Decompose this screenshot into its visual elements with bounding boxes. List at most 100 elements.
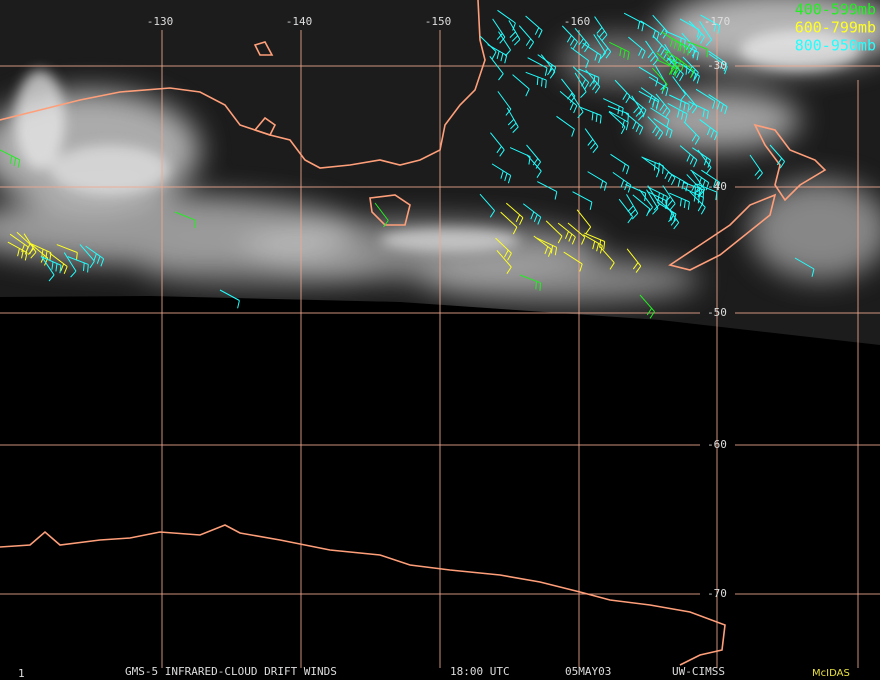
wind-barb (700, 14, 721, 34)
wind-barb (0, 149, 21, 168)
wind-barb (664, 51, 680, 76)
wind-barb (686, 41, 709, 58)
wind-barb (642, 157, 664, 174)
wind-barb (508, 20, 521, 46)
legend-entry: 400-599mb (795, 1, 876, 19)
wind-barb (526, 154, 542, 178)
wind-barb (489, 56, 504, 81)
wind-barb (505, 202, 524, 226)
wind-barb (650, 107, 670, 128)
wind-barb (695, 88, 716, 109)
wind-barb (769, 144, 786, 169)
longitude-label: -150 (425, 15, 452, 28)
wind-barb (631, 95, 645, 121)
wind-barb (497, 91, 512, 116)
wind-barb (608, 110, 629, 131)
latitude-label: -60 (707, 438, 727, 451)
wind-barb (574, 27, 590, 53)
wind-barb (497, 9, 516, 31)
wind-barb (574, 72, 587, 98)
wind-barb (656, 52, 674, 75)
wind-barb (682, 89, 698, 114)
wind-barb (536, 237, 558, 256)
wind-barb (667, 102, 688, 122)
footer: 1 GMS-5 INFRARED-CLOUD DRIFT WINDS 18:00… (18, 665, 850, 680)
wind-barb (63, 252, 77, 278)
wind-barb (545, 220, 563, 244)
wind-barb (487, 44, 508, 64)
wind-barb (639, 294, 655, 319)
wind-barb (680, 63, 700, 84)
wind-barb (580, 106, 602, 124)
wind-barb (652, 14, 668, 39)
latitude-label: -40 (707, 180, 727, 193)
wind-barb (572, 191, 593, 210)
wind-barb (699, 21, 713, 47)
wind-barb (651, 67, 668, 92)
wind-barb (522, 203, 542, 225)
wind-barb (40, 256, 62, 274)
wind-barb (708, 50, 728, 72)
wind-barb (638, 66, 659, 87)
wind-barb (23, 233, 37, 259)
wind-barb (669, 36, 690, 56)
wind-barb (669, 94, 690, 113)
wind-barb (41, 256, 55, 282)
wind-barb (668, 172, 689, 192)
wind-barb (626, 248, 642, 273)
frame-number: 1 (18, 667, 25, 680)
wind-barb (679, 18, 700, 38)
wind-barb (583, 234, 603, 254)
wind-barb (584, 128, 599, 154)
wind-barb (794, 257, 815, 277)
wind-barb (645, 40, 659, 66)
wind-barb (561, 25, 578, 49)
wind-barb (56, 244, 78, 261)
longitude-label: -130 (147, 15, 174, 28)
wind-barb (641, 156, 660, 178)
wind-barb (537, 181, 558, 200)
wind-barb (537, 54, 557, 75)
wind-barb (690, 169, 710, 191)
wind-barb (585, 69, 601, 94)
wind-barb (500, 211, 518, 235)
wind-barb (479, 193, 496, 218)
wind-barb (686, 174, 703, 198)
wind-barb (662, 185, 676, 211)
wind-barb (525, 15, 543, 38)
wind-barb (697, 149, 712, 175)
legend-entry: 600-799mb (795, 19, 876, 37)
wind-barb (638, 189, 653, 214)
wind-barb (688, 101, 709, 119)
time: 18:00 UTC (450, 665, 510, 678)
wind-barb (749, 154, 763, 180)
wind-barb (658, 162, 676, 186)
wind-barb (490, 132, 505, 157)
wind-barb (512, 74, 530, 97)
wind-barb (652, 35, 669, 59)
wind-barb (626, 194, 639, 220)
software: McIDAS (812, 668, 850, 679)
wind-barb (603, 98, 624, 116)
wind-barb (582, 42, 602, 64)
wind-barb (646, 189, 659, 215)
wind-barb (570, 47, 590, 69)
wind-barb (699, 119, 718, 141)
source: UW-CIMSS (672, 665, 725, 678)
wind-barb (219, 289, 240, 309)
wind-barb (49, 252, 68, 274)
wind-barb (655, 93, 671, 118)
wind-barb (570, 93, 584, 119)
wind-barb (492, 18, 506, 44)
wind-barb (708, 94, 728, 115)
wind-barb (594, 16, 608, 42)
wind-barb (518, 25, 535, 50)
longitude-label: -140 (286, 15, 313, 28)
wind-barb (527, 57, 548, 76)
wind-barb (701, 169, 721, 191)
wind-barb (610, 153, 630, 175)
wind-barb (683, 187, 704, 206)
wind-barb (496, 250, 512, 274)
